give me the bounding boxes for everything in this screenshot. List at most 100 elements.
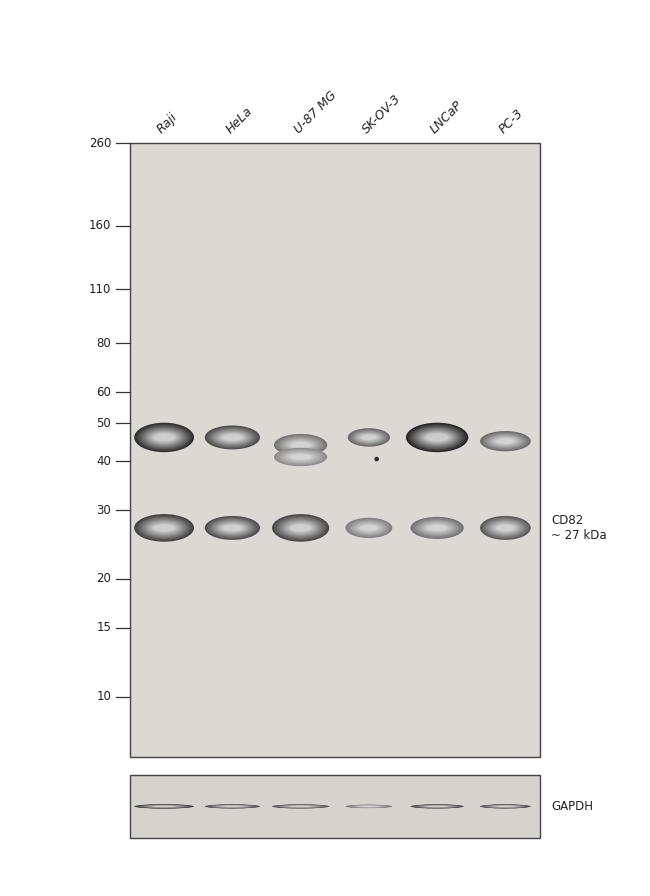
Ellipse shape bbox=[222, 806, 242, 807]
Ellipse shape bbox=[148, 431, 180, 444]
Ellipse shape bbox=[219, 806, 246, 807]
Ellipse shape bbox=[488, 435, 523, 448]
Ellipse shape bbox=[206, 426, 259, 449]
Text: HeLa: HeLa bbox=[223, 105, 255, 136]
Ellipse shape bbox=[412, 805, 462, 808]
Ellipse shape bbox=[345, 805, 392, 808]
Ellipse shape bbox=[488, 805, 523, 808]
Text: 10: 10 bbox=[96, 690, 111, 703]
Ellipse shape bbox=[352, 521, 385, 535]
Ellipse shape bbox=[283, 438, 318, 452]
Ellipse shape bbox=[418, 521, 456, 535]
Ellipse shape bbox=[213, 429, 252, 445]
Ellipse shape bbox=[141, 805, 187, 808]
Ellipse shape bbox=[492, 522, 519, 533]
Ellipse shape bbox=[205, 516, 260, 540]
Text: 110: 110 bbox=[89, 283, 111, 296]
Ellipse shape bbox=[216, 806, 249, 807]
Bar bbox=[130, 143, 540, 757]
Ellipse shape bbox=[488, 520, 523, 536]
Ellipse shape bbox=[285, 439, 317, 451]
Ellipse shape bbox=[413, 426, 461, 448]
Ellipse shape bbox=[206, 805, 259, 808]
Ellipse shape bbox=[153, 806, 175, 807]
Ellipse shape bbox=[426, 524, 448, 531]
Text: 15: 15 bbox=[96, 621, 111, 634]
Ellipse shape bbox=[355, 522, 383, 533]
Ellipse shape bbox=[277, 517, 324, 538]
Ellipse shape bbox=[411, 805, 463, 808]
Ellipse shape bbox=[208, 427, 257, 448]
Ellipse shape bbox=[219, 523, 246, 533]
Ellipse shape bbox=[136, 805, 192, 808]
Text: 160: 160 bbox=[89, 220, 111, 232]
Ellipse shape bbox=[274, 434, 327, 456]
Ellipse shape bbox=[140, 517, 188, 538]
Ellipse shape bbox=[497, 806, 514, 807]
Ellipse shape bbox=[361, 806, 377, 807]
Ellipse shape bbox=[348, 428, 390, 446]
Ellipse shape bbox=[482, 432, 529, 451]
Ellipse shape bbox=[424, 433, 450, 443]
Ellipse shape bbox=[493, 437, 517, 445]
Ellipse shape bbox=[141, 426, 187, 448]
Ellipse shape bbox=[489, 806, 522, 807]
Ellipse shape bbox=[145, 806, 183, 807]
Ellipse shape bbox=[148, 806, 180, 807]
Ellipse shape bbox=[412, 518, 462, 538]
Text: 60: 60 bbox=[96, 386, 111, 399]
Ellipse shape bbox=[219, 433, 246, 443]
Ellipse shape bbox=[359, 806, 378, 807]
Ellipse shape bbox=[352, 430, 386, 444]
Ellipse shape bbox=[482, 517, 529, 539]
Ellipse shape bbox=[356, 523, 382, 532]
Ellipse shape bbox=[146, 429, 182, 445]
Ellipse shape bbox=[216, 431, 249, 444]
Ellipse shape bbox=[291, 442, 310, 448]
Text: 40: 40 bbox=[96, 454, 111, 468]
Ellipse shape bbox=[417, 805, 458, 808]
Ellipse shape bbox=[486, 805, 525, 808]
Ellipse shape bbox=[213, 520, 252, 536]
Ellipse shape bbox=[422, 432, 452, 444]
Ellipse shape bbox=[145, 520, 183, 536]
Ellipse shape bbox=[280, 450, 321, 464]
Text: LNCaP: LNCaP bbox=[428, 99, 465, 136]
Ellipse shape bbox=[358, 433, 380, 442]
Ellipse shape bbox=[497, 525, 514, 531]
Ellipse shape bbox=[138, 425, 190, 450]
Ellipse shape bbox=[209, 805, 255, 808]
Ellipse shape bbox=[150, 806, 178, 807]
Ellipse shape bbox=[489, 521, 522, 535]
Ellipse shape bbox=[280, 519, 321, 537]
Ellipse shape bbox=[277, 805, 324, 808]
Ellipse shape bbox=[350, 520, 388, 536]
Ellipse shape bbox=[287, 806, 314, 807]
Ellipse shape bbox=[415, 805, 459, 808]
Ellipse shape bbox=[279, 436, 322, 453]
Text: CD82
~ 27 kDa: CD82 ~ 27 kDa bbox=[551, 514, 607, 542]
Ellipse shape bbox=[283, 806, 318, 807]
Ellipse shape bbox=[208, 805, 257, 808]
Ellipse shape bbox=[421, 431, 454, 444]
Ellipse shape bbox=[281, 437, 320, 452]
Ellipse shape bbox=[492, 806, 519, 807]
Ellipse shape bbox=[218, 522, 247, 533]
Ellipse shape bbox=[495, 524, 516, 532]
Ellipse shape bbox=[153, 524, 175, 531]
Ellipse shape bbox=[208, 518, 257, 538]
Ellipse shape bbox=[205, 426, 260, 450]
Text: PC-3: PC-3 bbox=[496, 107, 526, 136]
Ellipse shape bbox=[140, 426, 188, 449]
Ellipse shape bbox=[356, 806, 382, 807]
Ellipse shape bbox=[418, 805, 456, 808]
Ellipse shape bbox=[138, 516, 190, 540]
Ellipse shape bbox=[492, 436, 519, 446]
Ellipse shape bbox=[347, 805, 391, 808]
Ellipse shape bbox=[145, 428, 183, 446]
Ellipse shape bbox=[285, 521, 316, 534]
Ellipse shape bbox=[291, 454, 310, 460]
Ellipse shape bbox=[282, 520, 319, 536]
Ellipse shape bbox=[424, 523, 450, 532]
Ellipse shape bbox=[350, 805, 388, 808]
